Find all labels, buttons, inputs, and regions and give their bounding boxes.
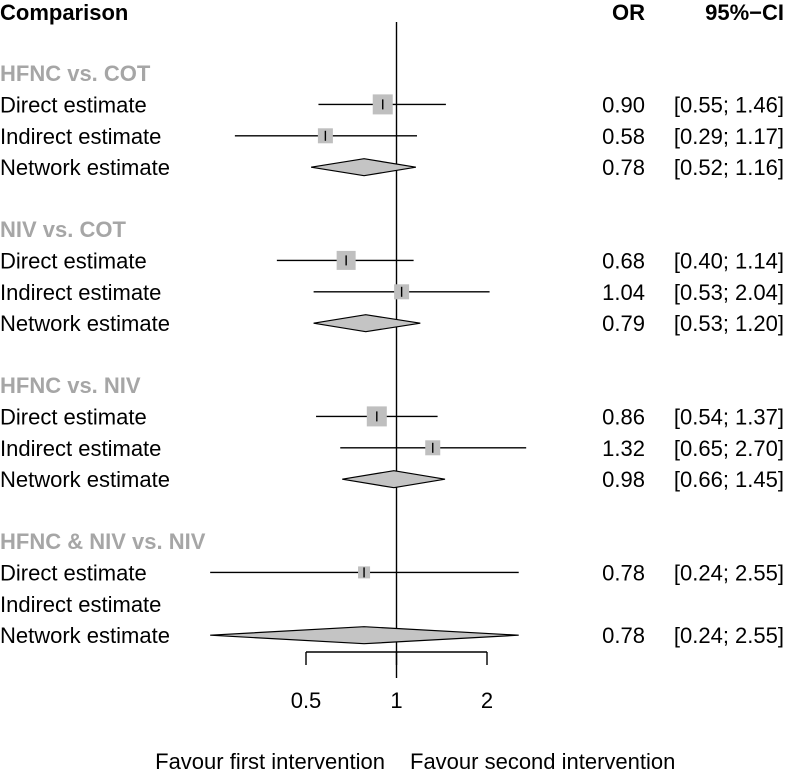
or-value: 0.78 (602, 623, 645, 648)
row-label: Direct estimate (0, 560, 147, 585)
ci-value: [0.54; 1.37] (674, 404, 784, 429)
x-axis: 0.5 1 2 (291, 651, 493, 713)
header-comparison: Comparison (0, 0, 128, 25)
group-title: HFNC vs. NIV (0, 373, 141, 398)
or-value: 1.32 (602, 436, 645, 461)
row-label: Network estimate (0, 311, 170, 336)
group-title: HFNC & NIV vs. NIV (0, 529, 206, 554)
network-diamond (210, 626, 519, 645)
ci-value: [0.53; 1.20] (674, 311, 784, 336)
ci-value: [0.24; 2.55] (674, 560, 784, 585)
ci-value: [0.65; 2.70] (674, 436, 784, 461)
row-label: Direct estimate (0, 92, 147, 117)
axis-tick-label: 1 (390, 688, 402, 713)
or-value: 0.68 (602, 248, 645, 273)
row-label: Indirect estimate (0, 592, 161, 617)
ci-value: [0.53; 2.04] (674, 280, 784, 305)
or-value: 0.78 (602, 155, 645, 180)
row-label: Network estimate (0, 155, 170, 180)
ci-value: [0.40; 1.14] (674, 248, 784, 273)
or-value: 0.90 (602, 92, 645, 117)
header-ci: 95%−CI (705, 0, 784, 25)
header-or: OR (612, 0, 645, 25)
row-label: Indirect estimate (0, 280, 161, 305)
row-label: Direct estimate (0, 404, 147, 429)
ci-value: [0.66; 1.45] (674, 467, 784, 492)
axis-tick-label: 0.5 (291, 688, 322, 713)
or-value: 1.04 (602, 280, 645, 305)
network-diamond (311, 158, 416, 177)
or-value: 0.58 (602, 124, 645, 149)
row-label: Network estimate (0, 623, 170, 648)
network-diamond (313, 314, 421, 333)
network-diamond (342, 470, 446, 489)
ci-value: [0.55; 1.46] (674, 92, 784, 117)
axis-tick-label: 2 (481, 688, 493, 713)
row-label: Direct estimate (0, 248, 147, 273)
ci-value: [0.24; 2.55] (674, 623, 784, 648)
group-title: NIV vs. COT (0, 217, 126, 242)
ci-value: [0.52; 1.16] (674, 155, 784, 180)
xlabel-favour-first: Favour first intervention (155, 749, 385, 771)
or-value: 0.79 (602, 311, 645, 336)
or-value: 0.98 (602, 467, 645, 492)
ci-value: [0.29; 1.17] (674, 124, 784, 149)
row-label: Indirect estimate (0, 124, 161, 149)
group-title: HFNC vs. COT (0, 61, 151, 86)
forest-rows: HFNC vs. COT Direct estimate 0.90 [0.55; 1.… (0, 22, 784, 678)
xlabel-favour-second: Favour second intervention (410, 749, 675, 771)
row-label: Indirect estimate (0, 436, 161, 461)
row-label: Network estimate (0, 467, 170, 492)
or-value: 0.78 (602, 560, 645, 585)
or-value: 0.86 (602, 404, 645, 429)
